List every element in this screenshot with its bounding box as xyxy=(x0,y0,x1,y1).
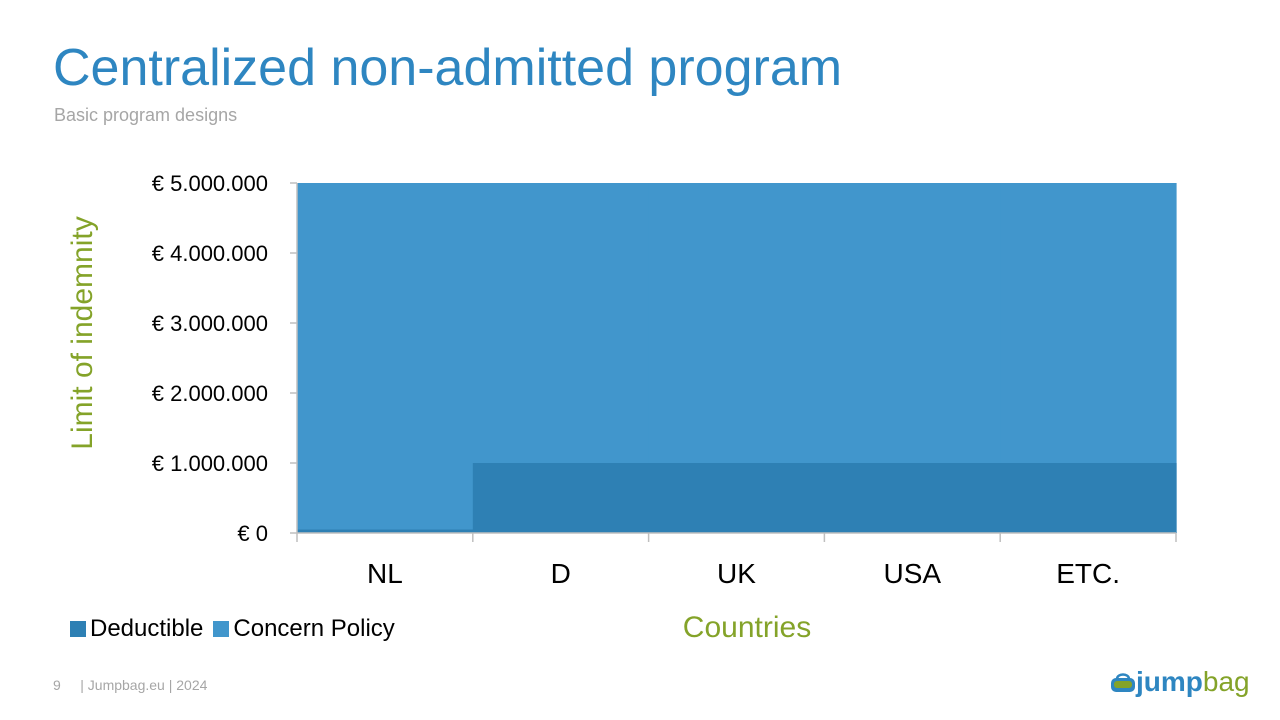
legend-swatch-concern-policy xyxy=(213,621,230,637)
y-tick-label: € 2.000.000 xyxy=(152,381,268,406)
y-tick-label: € 0 xyxy=(237,521,268,546)
y-tick-label: € 5.000.000 xyxy=(152,171,268,196)
jumpbag-logo: jumpbag xyxy=(1110,668,1250,696)
logo-text: jumpbag xyxy=(1136,666,1250,697)
x-tick-label: D xyxy=(551,558,571,589)
legend-item-deductible: Deductible xyxy=(70,615,203,643)
area-concern-policy-nl xyxy=(297,183,474,533)
x-axis-title: Countries xyxy=(683,611,811,644)
y-tick-label: € 4.000.000 xyxy=(152,241,268,266)
slide-subtitle: Basic program designs xyxy=(54,105,238,125)
y-tick-label: € 3.000.000 xyxy=(152,311,268,336)
area-deductible-d xyxy=(472,463,650,533)
x-tick-label: NL xyxy=(367,558,403,589)
x-tick-label: USA xyxy=(884,558,942,589)
footer: 9 | Jumpbag.eu | 2024 xyxy=(53,677,207,693)
footer-text: | Jumpbag.eu | 2024 xyxy=(80,677,208,693)
area-deductible-nl xyxy=(297,529,474,533)
legend-swatch-deductible xyxy=(70,621,86,637)
area-deductible-etc xyxy=(1000,463,1177,533)
y-axis-title: Limit of indemnity xyxy=(66,216,99,449)
x-tick-label: ETC. xyxy=(1056,558,1120,589)
slide-title: Centralized non-admitted program xyxy=(53,39,843,97)
legend-label-concern-policy: Concern Policy xyxy=(233,615,395,642)
area-deductible-usa xyxy=(824,463,1001,533)
bag-icon xyxy=(1111,673,1135,692)
legend-item-concern-policy: Concern Policy xyxy=(213,615,395,643)
page-number: 9 xyxy=(53,677,61,693)
area-deductible-uk xyxy=(648,463,825,533)
chart-legend: Deductible Concern Policy xyxy=(70,615,405,643)
y-tick-label: € 1.000.000 xyxy=(152,451,268,476)
legend-label-deductible: Deductible xyxy=(90,615,204,642)
x-tick-label: UK xyxy=(717,558,756,589)
